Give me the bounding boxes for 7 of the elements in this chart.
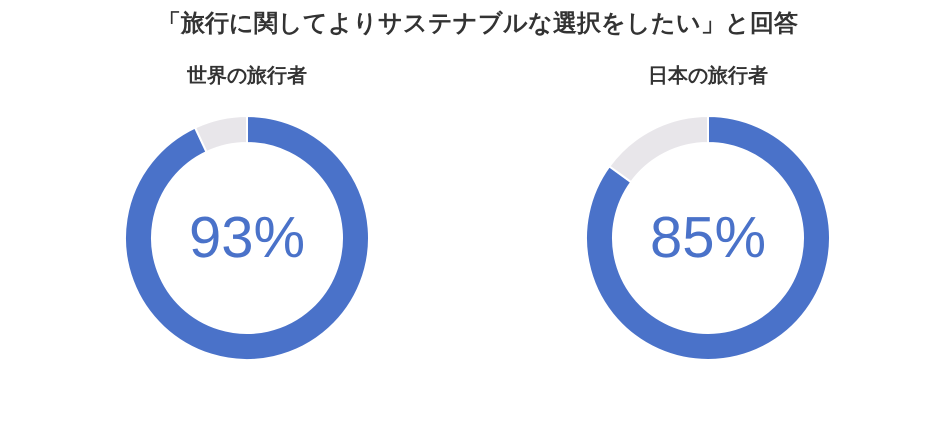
data-label: 93% <box>188 205 306 270</box>
chart-title: 世界の旅行者 <box>186 63 307 87</box>
donut-slice <box>585 115 831 361</box>
chart-title: 日本の旅行者 <box>648 63 768 87</box>
donut-slice <box>124 115 370 361</box>
data-label: 85% <box>650 205 766 270</box>
text: 「旅行に関してよりサステナブルな選択をしたい」と回答 <box>157 9 798 37</box>
